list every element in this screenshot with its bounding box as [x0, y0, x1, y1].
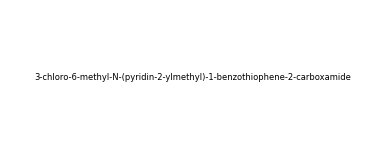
Text: 3-chloro-6-methyl-N-(pyridin-2-ylmethyl)-1-benzothiophene-2-carboxamide: 3-chloro-6-methyl-N-(pyridin-2-ylmethyl)… — [35, 73, 352, 82]
